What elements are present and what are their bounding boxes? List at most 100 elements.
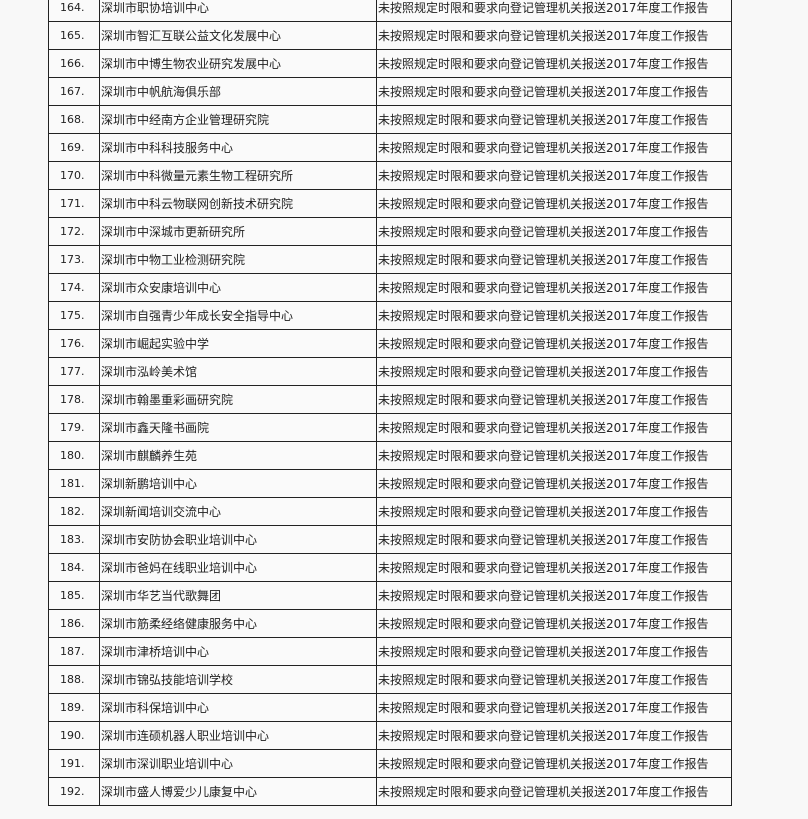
- violation-reason: 未按照规定时限和要求向登记管理机关报送2017年度工作报告: [376, 749, 732, 778]
- row-number: 185.: [48, 581, 100, 610]
- violation-reason: 未按照规定时限和要求向登记管理机关报送2017年度工作报告: [376, 693, 732, 722]
- violation-reason: 未按照规定时限和要求向登记管理机关报送2017年度工作报告: [376, 301, 732, 330]
- table-row: 165. 深圳市智汇互联公益文化发展中心 未按照规定时限和要求向登记管理机关报送20…: [48, 21, 732, 50]
- organization-name: 深圳市爸妈在线职业培训中心: [99, 553, 377, 582]
- table-row: 169. 深圳市中科科技服务中心 未按照规定时限和要求向登记管理机关报送2017年度…: [48, 133, 732, 162]
- table-row: 181. 深圳新鹏培训中心 未按照规定时限和要求向登记管理机关报送2017年度工作报…: [48, 469, 732, 498]
- organization-name: 深圳市麒麟养生苑: [99, 441, 377, 470]
- table-row: 182. 深圳新闻培训交流中心 未按照规定时限和要求向登记管理机关报送2017年度工…: [48, 497, 732, 526]
- violation-reason: 未按照规定时限和要求向登记管理机关报送2017年度工作报告: [376, 0, 732, 22]
- organization-name: 深圳市中科科技服务中心: [99, 133, 377, 162]
- organization-name: 深圳市智汇互联公益文化发展中心: [99, 21, 377, 50]
- organization-name: 深圳市筋柔经络健康服务中心: [99, 609, 377, 638]
- violation-reason: 未按照规定时限和要求向登记管理机关报送2017年度工作报告: [376, 637, 732, 666]
- row-number: 165.: [48, 21, 100, 50]
- violation-reason: 未按照规定时限和要求向登记管理机关报送2017年度工作报告: [376, 581, 732, 610]
- row-number: 192.: [48, 777, 100, 806]
- violation-reason: 未按照规定时限和要求向登记管理机关报送2017年度工作报告: [376, 609, 732, 638]
- row-number: 178.: [48, 385, 100, 414]
- violation-reason: 未按照规定时限和要求向登记管理机关报送2017年度工作报告: [376, 441, 732, 470]
- organization-name: 深圳市津桥培训中心: [99, 637, 377, 666]
- table-row: 187. 深圳市津桥培训中心 未按照规定时限和要求向登记管理机关报送2017年度工作…: [48, 637, 732, 666]
- organization-name: 深圳新闻培训交流中心: [99, 497, 377, 526]
- violation-reason: 未按照规定时限和要求向登记管理机关报送2017年度工作报告: [376, 413, 732, 442]
- organization-name: 深圳市锦弘技能培训学校: [99, 665, 377, 694]
- table-row: 192. 深圳市盛人博爱少儿康复中心 未按照规定时限和要求向登记管理机关报送2017…: [48, 777, 732, 806]
- row-number: 168.: [48, 105, 100, 134]
- organization-name: 深圳市众安康培训中心: [99, 273, 377, 302]
- organization-name: 深圳市中帆航海俱乐部: [99, 77, 377, 106]
- row-number: 182.: [48, 497, 100, 526]
- table-row: 178. 深圳市翰墨重彩画研究院 未按照规定时限和要求向登记管理机关报送2017年度…: [48, 385, 732, 414]
- organization-name: 深圳市翰墨重彩画研究院: [99, 385, 377, 414]
- table-row: 185. 深圳市华艺当代歌舞团 未按照规定时限和要求向登记管理机关报送2017年度工…: [48, 581, 732, 610]
- violation-reason: 未按照规定时限和要求向登记管理机关报送2017年度工作报告: [376, 161, 732, 190]
- organization-name: 深圳新鹏培训中心: [99, 469, 377, 498]
- violation-reason: 未按照规定时限和要求向登记管理机关报送2017年度工作报告: [376, 721, 732, 750]
- table-row: 179. 深圳市鑫天隆书画院 未按照规定时限和要求向登记管理机关报送2017年度工作…: [48, 413, 732, 442]
- organization-name: 深圳市自强青少年成长安全指导中心: [99, 301, 377, 330]
- row-number: 186.: [48, 609, 100, 638]
- organization-name: 深圳市安防协会职业培训中心: [99, 525, 377, 554]
- organization-name: 深圳市华艺当代歌舞团: [99, 581, 377, 610]
- table-row: 189. 深圳市科保培训中心 未按照规定时限和要求向登记管理机关报送2017年度工作…: [48, 693, 732, 722]
- organization-name: 深圳市中经南方企业管理研究院: [99, 105, 377, 134]
- organization-name: 深圳市鑫天隆书画院: [99, 413, 377, 442]
- table-row: 190. 深圳市连硕机器人职业培训中心 未按照规定时限和要求向登记管理机关报送201…: [48, 721, 732, 750]
- table-row: 167. 深圳市中帆航海俱乐部 未按照规定时限和要求向登记管理机关报送2017年度工…: [48, 77, 732, 106]
- violation-reason: 未按照规定时限和要求向登记管理机关报送2017年度工作报告: [376, 329, 732, 358]
- table-row: 188. 深圳市锦弘技能培训学校 未按照规定时限和要求向登记管理机关报送2017年度…: [48, 665, 732, 694]
- row-number: 181.: [48, 469, 100, 498]
- row-number: 164.: [48, 0, 100, 22]
- table-row: 183. 深圳市安防协会职业培训中心 未按照规定时限和要求向登记管理机关报送2017…: [48, 525, 732, 554]
- organization-name: 深圳市科保培训中心: [99, 693, 377, 722]
- violation-reason: 未按照规定时限和要求向登记管理机关报送2017年度工作报告: [376, 217, 732, 246]
- table-row: 174. 深圳市众安康培训中心 未按照规定时限和要求向登记管理机关报送2017年度工…: [48, 273, 732, 302]
- table-row: 172. 深圳市中深城市更新研究所 未按照规定时限和要求向登记管理机关报送2017年…: [48, 217, 732, 246]
- violation-reason: 未按照规定时限和要求向登记管理机关报送2017年度工作报告: [376, 49, 732, 78]
- table-row: 191. 深圳市深训职业培训中心 未按照规定时限和要求向登记管理机关报送2017年度…: [48, 749, 732, 778]
- violation-reason: 未按照规定时限和要求向登记管理机关报送2017年度工作报告: [376, 385, 732, 414]
- violation-reason: 未按照规定时限和要求向登记管理机关报送2017年度工作报告: [376, 469, 732, 498]
- organization-name: 深圳市盛人博爱少儿康复中心: [99, 777, 377, 806]
- row-number: 187.: [48, 637, 100, 666]
- table-row: 175. 深圳市自强青少年成长安全指导中心 未按照规定时限和要求向登记管理机关报送2…: [48, 301, 732, 330]
- table-row: 168. 深圳市中经南方企业管理研究院 未按照规定时限和要求向登记管理机关报送201…: [48, 105, 732, 134]
- table-body: 164. 深圳市职协培训中心 未按照规定时限和要求向登记管理机关报送2017年度工作…: [48, 0, 732, 806]
- row-number: 174.: [48, 273, 100, 302]
- violation-reason: 未按照规定时限和要求向登记管理机关报送2017年度工作报告: [376, 665, 732, 694]
- table-row: 170. 深圳市中科微量元素生物工程研究所 未按照规定时限和要求向登记管理机关报送2…: [48, 161, 732, 190]
- violation-reason: 未按照规定时限和要求向登记管理机关报送2017年度工作报告: [376, 245, 732, 274]
- organization-name: 深圳市深训职业培训中心: [99, 749, 377, 778]
- table-row: 166. 深圳市中博生物农业研究发展中心 未按照规定时限和要求向登记管理机关报送20…: [48, 49, 732, 78]
- violation-reason: 未按照规定时限和要求向登记管理机关报送2017年度工作报告: [376, 77, 732, 106]
- row-number: 191.: [48, 749, 100, 778]
- violation-reason: 未按照规定时限和要求向登记管理机关报送2017年度工作报告: [376, 553, 732, 582]
- table-row: 173. 深圳市中物工业检测研究院 未按照规定时限和要求向登记管理机关报送2017年…: [48, 245, 732, 274]
- row-number: 188.: [48, 665, 100, 694]
- organization-name: 深圳市崛起实验中学: [99, 329, 377, 358]
- row-number: 184.: [48, 553, 100, 582]
- organization-name: 深圳市中科云物联网创新技术研究院: [99, 189, 377, 218]
- row-number: 167.: [48, 77, 100, 106]
- row-number: 172.: [48, 217, 100, 246]
- violation-reason: 未按照规定时限和要求向登记管理机关报送2017年度工作报告: [376, 273, 732, 302]
- row-number: 173.: [48, 245, 100, 274]
- violation-reason: 未按照规定时限和要求向登记管理机关报送2017年度工作报告: [376, 357, 732, 386]
- row-number: 166.: [48, 49, 100, 78]
- violation-reason: 未按照规定时限和要求向登记管理机关报送2017年度工作报告: [376, 21, 732, 50]
- violation-reason: 未按照规定时限和要求向登记管理机关报送2017年度工作报告: [376, 777, 732, 806]
- organization-name: 深圳市泓岭美术馆: [99, 357, 377, 386]
- violation-reason: 未按照规定时限和要求向登记管理机关报送2017年度工作报告: [376, 497, 732, 526]
- violation-reason: 未按照规定时限和要求向登记管理机关报送2017年度工作报告: [376, 525, 732, 554]
- row-number: 190.: [48, 721, 100, 750]
- row-number: 169.: [48, 133, 100, 162]
- table-row: 171. 深圳市中科云物联网创新技术研究院 未按照规定时限和要求向登记管理机关报送2…: [48, 189, 732, 218]
- violation-reason: 未按照规定时限和要求向登记管理机关报送2017年度工作报告: [376, 105, 732, 134]
- row-number: 180.: [48, 441, 100, 470]
- table-row: 186. 深圳市筋柔经络健康服务中心 未按照规定时限和要求向登记管理机关报送2017…: [48, 609, 732, 638]
- organization-name: 深圳市连硕机器人职业培训中心: [99, 721, 377, 750]
- table-row: 176. 深圳市崛起实验中学 未按照规定时限和要求向登记管理机关报送2017年度工作…: [48, 329, 732, 358]
- table-row: 164. 深圳市职协培训中心 未按照规定时限和要求向登记管理机关报送2017年度工作…: [48, 0, 732, 22]
- organization-name: 深圳市中科微量元素生物工程研究所: [99, 161, 377, 190]
